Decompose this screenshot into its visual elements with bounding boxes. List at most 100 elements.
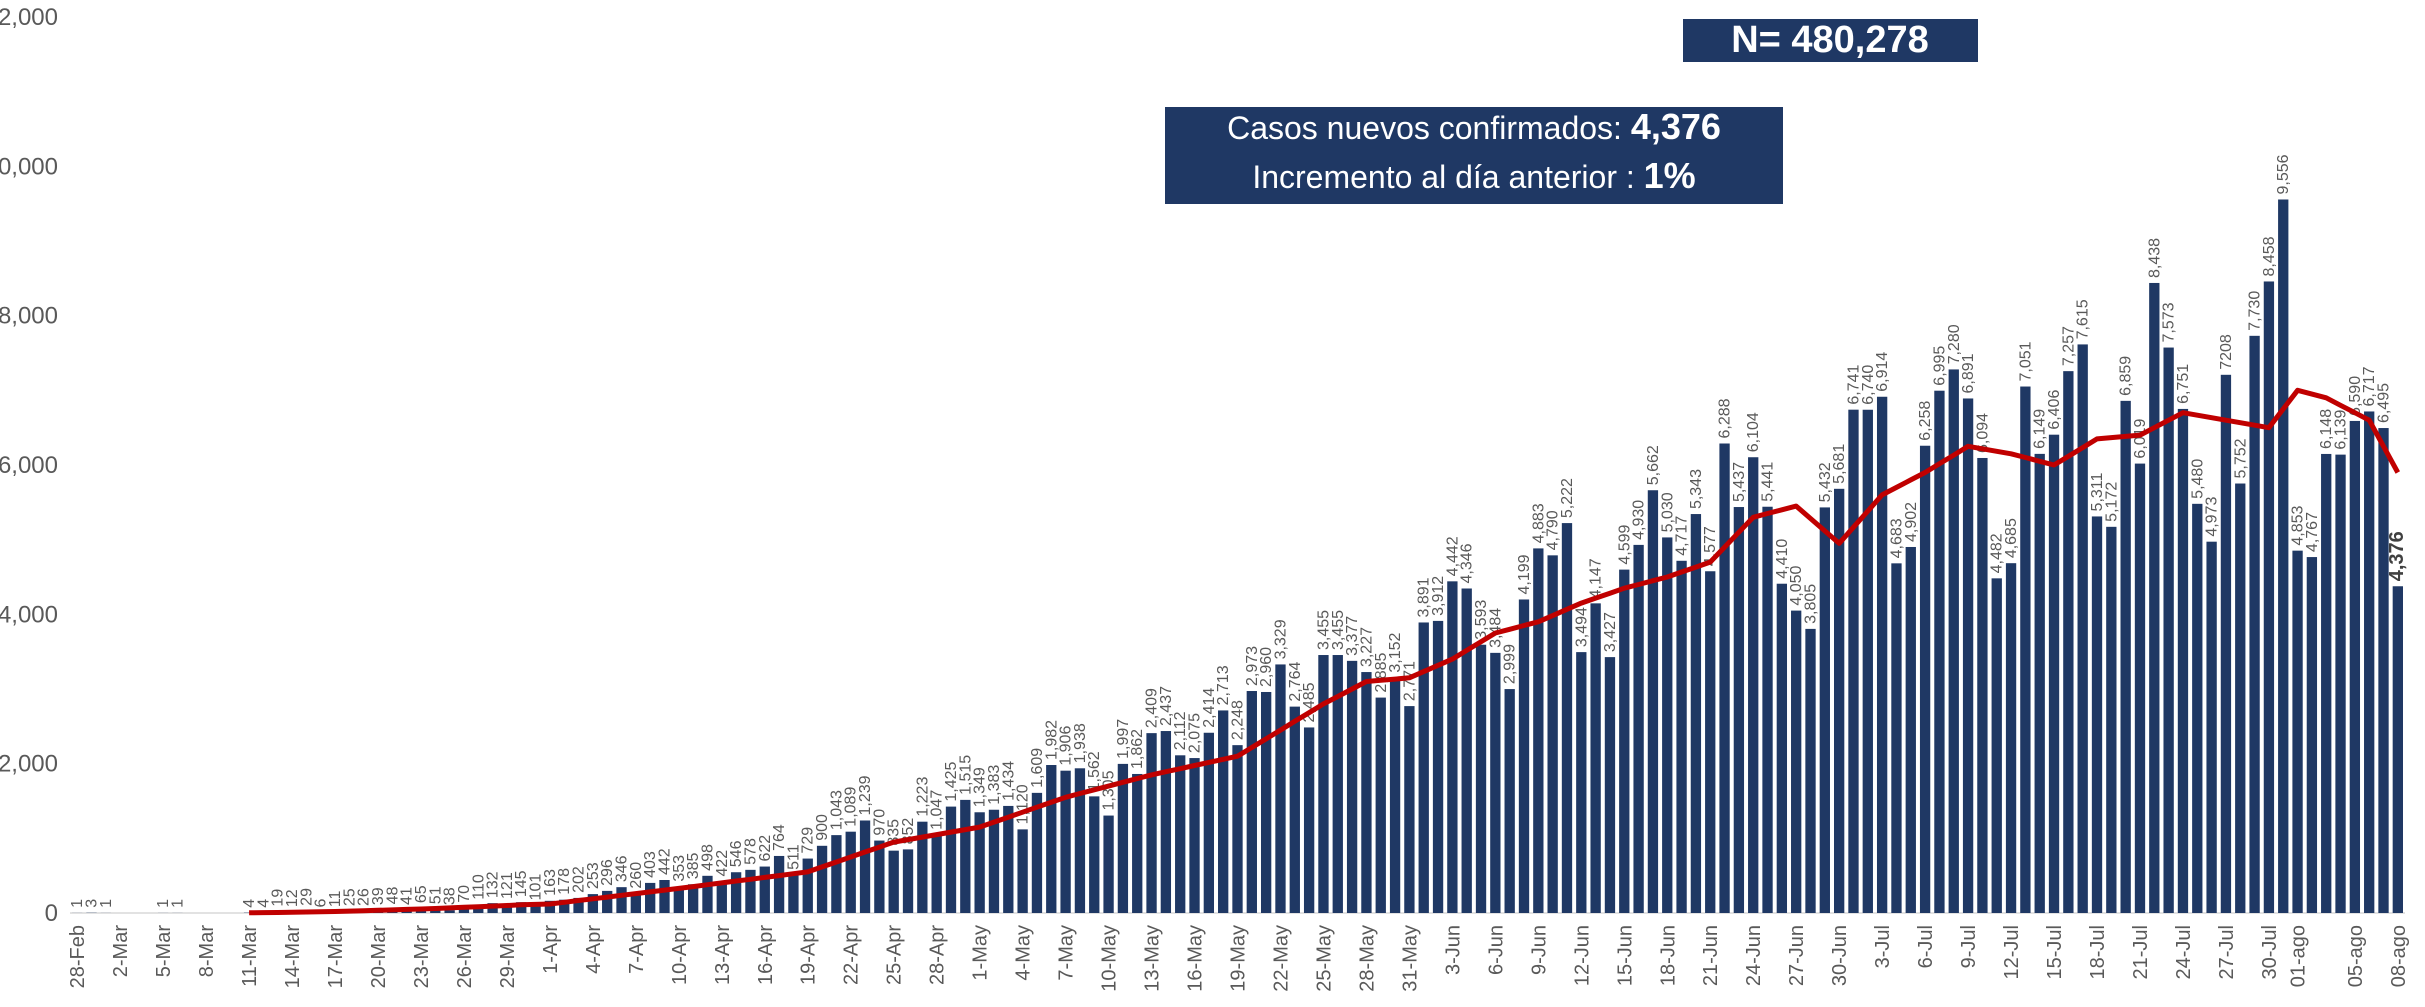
bar	[1490, 652, 1501, 913]
bar	[1447, 581, 1458, 913]
value-label: 4,685	[2003, 518, 2020, 558]
bar	[1977, 457, 1988, 913]
value-label: 163	[542, 869, 559, 896]
bar	[1246, 691, 1257, 913]
bar	[1260, 691, 1272, 913]
x-tick-label: 10-Apr	[669, 925, 691, 985]
bar	[1060, 770, 1071, 913]
value-label: 4,883	[1530, 503, 1547, 543]
value-label: 2,764	[1287, 661, 1304, 701]
value-label: 4,050	[1788, 565, 1805, 605]
x-tick-label: 9-Jun	[1528, 925, 1550, 975]
bar	[1518, 599, 1530, 913]
value-label: 7,730	[2247, 291, 2264, 331]
total-box	[1683, 19, 1978, 62]
bar	[1719, 443, 1730, 913]
bar	[960, 799, 971, 913]
value-label: 29	[298, 888, 315, 906]
bar	[1089, 796, 1100, 913]
bar	[859, 820, 871, 913]
x-tick-label: 31-May	[1399, 925, 1421, 992]
bar	[974, 812, 985, 913]
bar	[1934, 390, 1945, 913]
x-tick-label: 3-Jun	[1442, 925, 1464, 975]
bar	[1833, 488, 1845, 913]
value-label: 5,222	[1559, 478, 1576, 518]
bar	[2005, 563, 2017, 913]
value-label: 3,329	[1272, 619, 1289, 659]
bar	[645, 882, 656, 913]
bar	[1003, 805, 1014, 913]
bar	[2364, 411, 2375, 913]
bar	[544, 900, 556, 913]
y-tick-label: 4,000	[0, 601, 58, 628]
bar	[1647, 490, 1659, 913]
value-label: 7,257	[2060, 326, 2077, 366]
value-label: 3,455	[1315, 610, 1332, 650]
bar	[2349, 420, 2361, 913]
value-label: 7,573	[2161, 302, 2178, 342]
value-label: 5,681	[1831, 444, 1848, 484]
x-tick-label: 01-ago	[2288, 925, 2310, 987]
y-tick-label: 0	[45, 900, 58, 927]
x-tick-label: 24-Jun	[1743, 925, 1765, 986]
bar	[1733, 507, 1745, 913]
bar	[2106, 526, 2117, 913]
moving-average-line	[249, 387, 2400, 916]
bar	[2177, 408, 2189, 913]
bar	[1117, 763, 1129, 913]
value-label: 5,437	[1731, 462, 1748, 502]
value-label: 2,973	[1244, 646, 1261, 686]
value-label: 5,311	[2089, 472, 2106, 511]
bar	[673, 886, 684, 913]
value-label: 5,030	[1659, 492, 1676, 532]
value-label: 1,434	[1000, 761, 1017, 801]
y-tick-label: 2,000	[0, 751, 58, 778]
bar	[2020, 386, 2031, 913]
value-label: 8,458	[2261, 236, 2278, 276]
value-label: 1,239	[857, 775, 874, 815]
bar	[2120, 400, 2131, 913]
value-label: 8,438	[2146, 238, 2163, 278]
value-label: 101	[528, 874, 545, 901]
bar	[2034, 453, 2045, 913]
bar	[1404, 706, 1415, 913]
bar	[2292, 550, 2303, 913]
value-label: 2,437	[1158, 686, 1175, 726]
bar	[1791, 610, 1802, 913]
summary-box	[1165, 107, 1783, 204]
value-label: 2,771	[1401, 661, 1418, 701]
x-tick-label: 1-May	[970, 925, 992, 981]
x-tick-label: 2-Mar	[110, 925, 132, 978]
value-label: 4	[255, 899, 272, 908]
value-label: 6	[313, 899, 330, 908]
value-label: 1,120	[1015, 784, 1032, 824]
x-tick-label: 18-Jul	[2087, 925, 2109, 979]
x-tick-label: 1-Apr	[540, 925, 562, 974]
x-tick-label: 8-Mar	[196, 925, 218, 978]
value-label: 4,973	[2204, 497, 2221, 537]
value-label: 353	[671, 855, 688, 882]
x-tick-label: 05-ago	[2345, 925, 2367, 987]
bar	[1389, 677, 1401, 913]
value-label: 2,960	[1258, 647, 1275, 687]
value-label: 6,148	[2318, 409, 2335, 449]
value-label: 5,343	[1688, 469, 1705, 509]
value-label: 900	[814, 814, 831, 841]
value-label: 1,425	[943, 761, 960, 801]
value-label: 4,410	[1774, 539, 1791, 579]
x-tick-label: 20-Mar	[368, 925, 390, 989]
y-tick-label: 8,000	[0, 303, 58, 330]
x-tick-label: 13-May	[1142, 925, 1164, 992]
bar	[630, 893, 642, 913]
x-tick-label: 22-Apr	[841, 925, 863, 985]
value-label: 2,713	[1215, 665, 1232, 705]
bar	[1576, 652, 1587, 913]
value-label: 6,258	[1917, 401, 1934, 441]
value-label: 4,683	[1888, 518, 1905, 558]
value-label: 3	[83, 899, 100, 908]
x-tick-label: 29-Mar	[497, 925, 519, 989]
bar	[616, 887, 627, 913]
x-tick-label: 27-Jun	[1786, 925, 1808, 986]
bar	[1475, 644, 1487, 913]
